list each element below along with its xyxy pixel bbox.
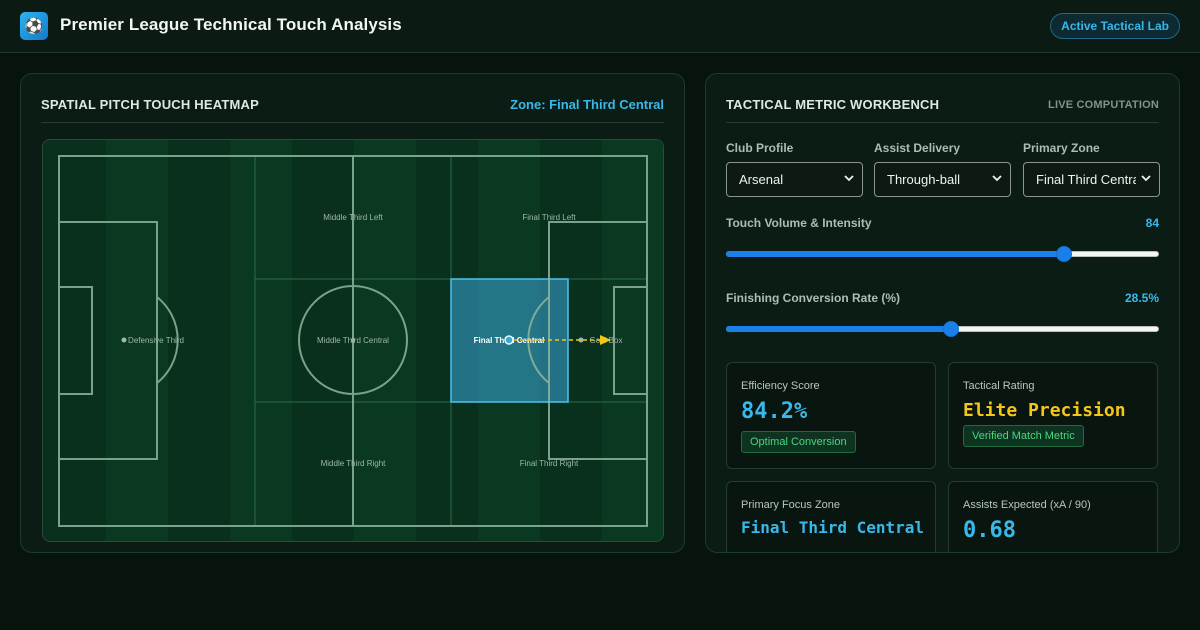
focus-point xyxy=(504,335,514,345)
rating-tag: Verified Match Metric xyxy=(963,425,1084,447)
focus-zone-value: Final Third Central xyxy=(741,518,925,537)
zone-label-defensive: Defensive Third xyxy=(128,336,184,345)
efficiency-card: Efficiency Score 84.2% Optimal Conversio… xyxy=(726,362,936,469)
club-profile-select[interactable]: Arsenal xyxy=(726,162,863,197)
pitch-stripe xyxy=(230,140,292,541)
zone-label-final-left: Final Third Left xyxy=(522,213,576,222)
goal-box-marker xyxy=(578,337,584,343)
club-profile-value: Arsenal xyxy=(739,172,784,187)
xa-label: Assists Expected (xA / 90) xyxy=(963,499,1091,511)
rating-value: Elite Precision xyxy=(963,400,1126,421)
heatmap-title: SPATIAL PITCH TOUCH HEATMAP xyxy=(41,97,259,112)
workbench-panel-header: TACTICAL METRIC WORKBENCH LIVE COMPUTATI… xyxy=(726,74,1159,123)
touch-volume-slider[interactable] xyxy=(726,246,1159,262)
finishing-rate-value: 28.5% xyxy=(1124,291,1159,305)
primary-zone-select[interactable]: Final Third Central xyxy=(1023,162,1160,197)
pitch-stripe xyxy=(602,140,663,541)
status-badge[interactable]: Active Tactical Lab xyxy=(1050,13,1180,39)
football-icon: ⚽ xyxy=(20,12,48,40)
heatmap-panel: SPATIAL PITCH TOUCH HEATMAP Zone: Final … xyxy=(20,73,685,553)
slider-thumb[interactable] xyxy=(943,321,960,337)
xa-card: Assists Expected (xA / 90) 0.68 xyxy=(948,481,1158,552)
chevron-down-icon xyxy=(1141,175,1151,182)
xa-value: 0.68 xyxy=(963,518,1016,543)
zone-label-middle-right: Middle Third Right xyxy=(321,459,387,468)
workbench-panel: TACTICAL METRIC WORKBENCH LIVE COMPUTATI… xyxy=(705,73,1180,553)
assist-delivery-label: Assist Delivery xyxy=(874,141,961,155)
zone-label-final-right: Final Third Right xyxy=(520,459,579,468)
efficiency-tag: Optimal Conversion xyxy=(741,431,856,453)
pitch-heatmap[interactable]: Middle Third Left Final Third Left Middl… xyxy=(42,139,664,542)
arrow-head-icon xyxy=(600,335,611,345)
finishing-rate-label: Finishing Conversion Rate (%) xyxy=(726,291,901,305)
focus-zone-card: Primary Focus Zone Final Third Central xyxy=(726,481,936,552)
heatmap-panel-header: SPATIAL PITCH TOUCH HEATMAP Zone: Final … xyxy=(41,74,664,123)
app-title: Premier League Technical Touch Analysis xyxy=(60,15,402,34)
focus-zone-label: Primary Focus Zone xyxy=(741,499,841,511)
selected-zone-label: Zone: Final Third Central xyxy=(510,97,664,112)
top-bar: ⚽ Premier League Technical Touch Analysi… xyxy=(0,0,1200,53)
efficiency-value: 84.2% xyxy=(741,399,808,424)
pitch-svg: Middle Third Left Final Third Left Middl… xyxy=(43,140,663,541)
slider-fill xyxy=(726,326,952,332)
primary-zone-label: Primary Zone xyxy=(1023,141,1100,155)
slider-thumb[interactable] xyxy=(1055,246,1072,262)
rating-label: Tactical Rating xyxy=(963,380,1035,392)
zone-label-middle-left: Middle Third Left xyxy=(323,213,383,222)
touch-volume-label: Touch Volume & Intensity xyxy=(726,216,872,230)
club-profile-label: Club Profile xyxy=(726,141,794,155)
tactical-rating-card: Tactical Rating Elite Precision Verified… xyxy=(948,362,1158,469)
slider-fill xyxy=(726,251,1064,257)
primary-zone-value: Final Third Central xyxy=(1036,172,1136,187)
zone-label-middle-central: Middle Third Central xyxy=(317,336,389,345)
live-status-label: LIVE COMPUTATION xyxy=(1048,99,1159,111)
assist-delivery-value: Through-ball xyxy=(887,172,960,187)
assist-delivery-select[interactable]: Through-ball xyxy=(874,162,1011,197)
efficiency-label: Efficiency Score xyxy=(741,380,820,392)
defensive-marker xyxy=(121,337,127,343)
pitch-stripe xyxy=(354,140,416,541)
chevron-down-icon xyxy=(992,175,1002,182)
finishing-rate-slider[interactable] xyxy=(726,321,1159,337)
touch-volume-value: 84 xyxy=(1145,216,1159,230)
workbench-title: TACTICAL METRIC WORKBENCH xyxy=(726,97,940,112)
chevron-down-icon xyxy=(844,175,854,182)
